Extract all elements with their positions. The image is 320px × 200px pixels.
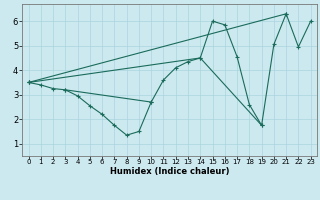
X-axis label: Humidex (Indice chaleur): Humidex (Indice chaleur)	[110, 167, 229, 176]
